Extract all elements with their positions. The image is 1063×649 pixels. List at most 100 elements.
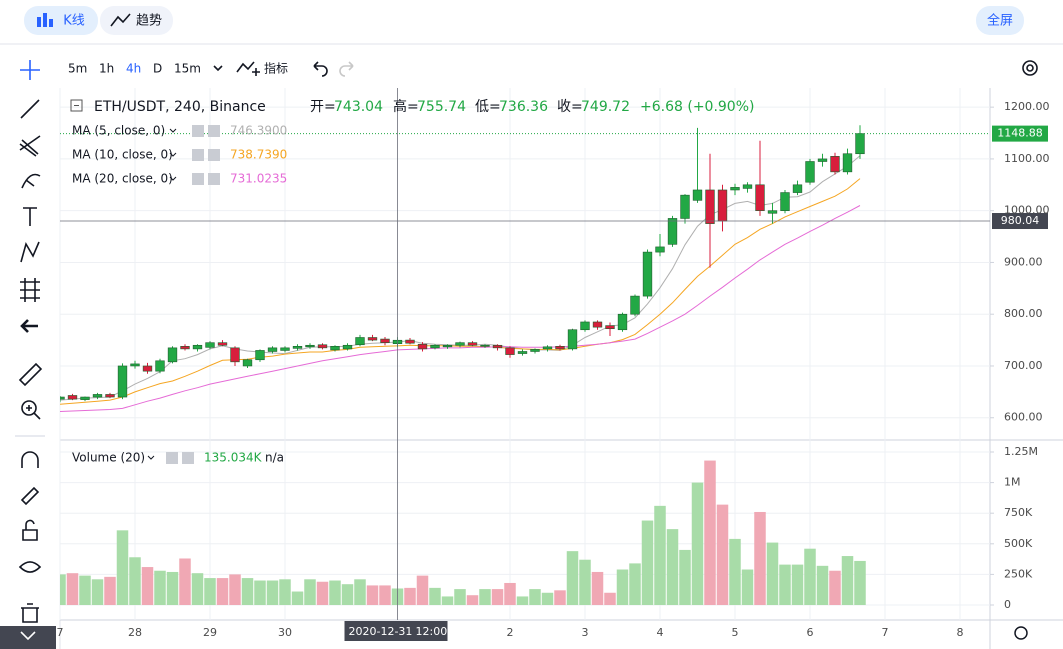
- volume-bar: [254, 580, 266, 606]
- interval[interactable]: D: [153, 62, 162, 76]
- candle-body: [355, 337, 365, 346]
- crosshair-tool[interactable]: [20, 60, 40, 80]
- volume-bar: [316, 581, 329, 606]
- settings-icon[interactable]: [1022, 60, 1038, 76]
- fullscreen-label[interactable]: 全屏: [987, 13, 1013, 29]
- ma-legend-value: 731.0235: [230, 172, 287, 186]
- eye-tool[interactable]: [18, 561, 42, 573]
- collapse-legend[interactable]: [70, 99, 83, 112]
- zoom-tool[interactable]: [21, 400, 37, 416]
- tab-label[interactable]: K线: [63, 14, 85, 29]
- axis-settings[interactable]: [1014, 626, 1028, 640]
- x-tick-label: 3: [582, 626, 589, 639]
- collapse-button[interactable]: [0, 626, 56, 649]
- volume-bar: [129, 557, 141, 606]
- candle-body: [480, 344, 490, 347]
- undo-icon[interactable]: [313, 61, 328, 77]
- volume-bar: [366, 585, 379, 606]
- volume-bar: [279, 579, 291, 606]
- volume-bar: [266, 580, 279, 606]
- candle-body: [442, 344, 453, 348]
- volume-bar: [529, 589, 541, 606]
- dropdown-icon[interactable]: [213, 65, 223, 72]
- volume-bar: [691, 482, 704, 606]
- candle-body: [67, 395, 78, 400]
- tab-kline[interactable]: [24, 6, 98, 35]
- candle-body: [405, 339, 415, 344]
- volume-bar: [166, 571, 179, 606]
- redo-icon[interactable]: [339, 61, 354, 77]
- candle-body: [217, 342, 228, 346]
- measure-tool[interactable]: [20, 278, 40, 302]
- tab-label[interactable]: 趋势: [136, 13, 162, 29]
- volume-bar: [229, 574, 241, 606]
- candle-body: [567, 329, 578, 350]
- candle-body: [767, 210, 778, 214]
- trash-tool[interactable]: [21, 603, 39, 623]
- candle-body: [730, 187, 740, 191]
- indicators-button[interactable]: 指标: [264, 61, 288, 76]
- volume-bar: [491, 589, 504, 606]
- interval[interactable]: 15m: [174, 62, 201, 76]
- volume-bar: [441, 596, 454, 606]
- last-price-badge: [992, 125, 1048, 142]
- indicator-icon[interactable]: [236, 61, 260, 76]
- y-tick-label: 1000.00: [1004, 204, 1050, 217]
- volume-bar: [754, 511, 766, 606]
- volume-bar: [454, 589, 466, 606]
- back-tool[interactable]: [20, 319, 38, 333]
- magnet-tool[interactable]: [21, 451, 39, 468]
- volume-tick-label: 500K: [1004, 537, 1033, 550]
- volume-bar: [404, 587, 416, 606]
- candle-body: [667, 218, 678, 245]
- brush-tool[interactable]: [21, 173, 41, 189]
- volume-bar: [766, 542, 779, 606]
- ma-legend-caret: [169, 128, 177, 133]
- low-value: 736.36: [499, 99, 548, 115]
- volume-bar: [204, 578, 216, 606]
- fullscreen-button[interactable]: [976, 6, 1024, 35]
- volume-bar: [91, 579, 104, 606]
- x-tick-label: 7: [57, 626, 64, 639]
- volume-bar: [291, 591, 304, 606]
- candle-body: [705, 189, 715, 224]
- volume-bar: [704, 460, 716, 606]
- ma-legend-name: MA (20, close, 0): [72, 172, 173, 186]
- candle-body: [505, 347, 515, 355]
- ma-legend-value: 746.3900: [230, 124, 287, 138]
- ma-legend-caret: [169, 176, 177, 181]
- candle-body: [430, 344, 440, 349]
- legend-close: [208, 149, 220, 161]
- candle-body: [842, 153, 853, 173]
- legend-eye: [192, 125, 204, 137]
- volume-bar: [841, 556, 854, 606]
- volume-bar: [729, 538, 741, 606]
- volume-bar: [66, 573, 79, 606]
- candle-body: [467, 342, 478, 346]
- legend-close: [208, 173, 220, 185]
- candle-body: [205, 342, 215, 348]
- fib-tool[interactable]: [19, 135, 41, 157]
- tab-trend[interactable]: [100, 6, 173, 35]
- lock-draw-tool[interactable]: [20, 486, 40, 506]
- volume-bar: [191, 573, 204, 606]
- candle-body: [417, 343, 428, 350]
- volume-bar: [154, 570, 166, 606]
- interval[interactable]: 5m: [68, 62, 87, 76]
- volume-bar: [141, 567, 154, 606]
- volume-legend-caret: [147, 455, 155, 460]
- x-tick-label: 28: [128, 626, 142, 639]
- candle-body: [580, 321, 590, 331]
- line-tool[interactable]: [20, 99, 40, 119]
- volume-bar: [504, 582, 516, 606]
- ruler-tool[interactable]: [18, 362, 43, 387]
- interval[interactable]: 1h: [99, 62, 114, 76]
- candle-body: [617, 313, 628, 331]
- volume-bar: [804, 548, 816, 606]
- candle-body: [742, 184, 753, 189]
- lock-tool[interactable]: [22, 519, 38, 541]
- interval[interactable]: 4h: [126, 62, 141, 76]
- pattern-tool[interactable]: [20, 241, 40, 263]
- text-tool[interactable]: [23, 207, 37, 226]
